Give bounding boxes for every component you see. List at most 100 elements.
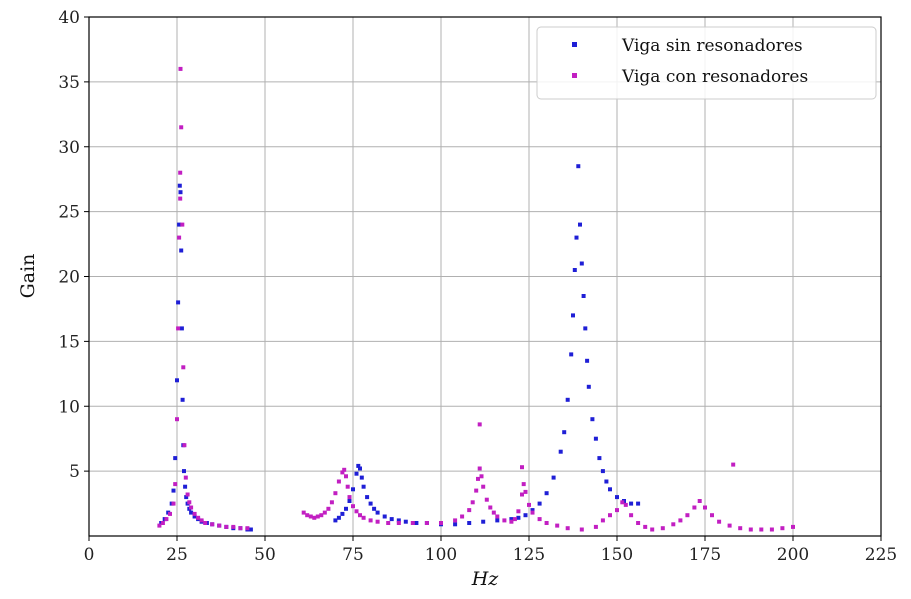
data-point: [569, 352, 574, 357]
data-point: [516, 515, 521, 520]
data-point: [520, 465, 524, 470]
x-tick-label: 175: [689, 545, 721, 565]
data-point: [173, 456, 178, 461]
data-point: [636, 501, 641, 506]
data-point: [585, 358, 590, 363]
legend-label-viga-sin-resonadores: Viga sin resonadores: [621, 36, 803, 56]
data-point: [326, 506, 331, 511]
data-point: [179, 326, 184, 331]
data-point: [759, 527, 764, 532]
y-tick-label: 10: [58, 397, 80, 417]
data-point: [544, 521, 549, 525]
data-point: [358, 466, 362, 471]
x-tick-label: 150: [601, 545, 633, 565]
data-point: [333, 518, 338, 523]
data-point: [615, 508, 619, 513]
data-point: [484, 497, 489, 502]
data-point: [336, 515, 341, 520]
data-point: [558, 449, 563, 454]
data-point: [354, 471, 359, 476]
data-point: [597, 456, 602, 461]
data-point: [189, 505, 194, 510]
data-point: [308, 514, 313, 519]
data-point: [175, 378, 179, 383]
data-point: [620, 500, 625, 505]
data-point: [171, 488, 176, 493]
data-point: [608, 513, 612, 518]
data-point: [660, 526, 665, 531]
data-point: [562, 430, 567, 435]
data-point: [180, 222, 185, 227]
data-point: [217, 523, 222, 528]
data-point: [574, 235, 579, 240]
data-point: [671, 522, 676, 527]
series-layer: [157, 66, 795, 532]
data-point: [396, 521, 401, 525]
data-point: [192, 511, 197, 516]
data-point: [565, 526, 570, 531]
data-point: [359, 475, 364, 480]
data-point: [173, 482, 178, 487]
data-point: [301, 510, 306, 515]
data-point: [604, 479, 609, 484]
data-point: [643, 524, 648, 529]
data-point: [600, 518, 605, 523]
data-point: [629, 513, 634, 518]
data-point: [183, 475, 188, 480]
data-point: [727, 523, 732, 528]
data-point: [414, 521, 419, 525]
data-point: [224, 524, 229, 529]
data-point: [453, 522, 458, 527]
y-tick-label: 15: [58, 332, 80, 352]
data-point: [336, 479, 341, 484]
data-point: [544, 491, 549, 496]
data-point: [192, 514, 197, 519]
y-tick-label: 30: [58, 138, 80, 158]
data-point: [537, 501, 542, 506]
data-point: [527, 502, 531, 507]
data-point: [351, 487, 355, 492]
data-point: [347, 495, 352, 500]
data-point: [738, 526, 743, 531]
data-point: [182, 469, 186, 474]
data-point: [509, 517, 514, 522]
x-tick-label: 25: [166, 545, 188, 565]
data-point: [571, 313, 575, 318]
data-point: [495, 514, 500, 519]
data-point: [177, 235, 182, 240]
x-tick-label: 0: [84, 545, 95, 565]
x-tick-label: 200: [777, 545, 809, 565]
x-tick-label: 75: [342, 545, 364, 565]
data-point: [470, 500, 475, 505]
data-point: [678, 518, 683, 523]
data-point: [176, 300, 181, 305]
data-point: [199, 518, 204, 523]
data-point: [175, 417, 179, 422]
data-point: [608, 487, 612, 492]
data-point: [650, 527, 655, 532]
data-point: [361, 484, 366, 489]
data-point: [629, 501, 634, 506]
data-point: [382, 514, 387, 519]
data-point: [372, 506, 377, 511]
data-point: [177, 222, 182, 227]
data-point: [178, 170, 183, 175]
data-point: [523, 489, 528, 494]
data-point: [481, 519, 486, 524]
data-point: [344, 474, 348, 479]
data-point: [210, 522, 215, 527]
data-point: [590, 417, 595, 422]
data-point: [576, 164, 581, 169]
data-point: [748, 527, 753, 532]
y-axis-title: Gain: [17, 254, 39, 299]
data-point: [586, 384, 591, 389]
data-point: [184, 495, 189, 500]
data-point: [312, 515, 317, 520]
data-point: [248, 527, 253, 532]
data-point: [476, 476, 480, 481]
data-point: [488, 505, 493, 510]
data-point: [347, 499, 352, 503]
data-point: [537, 517, 542, 522]
data-point: [555, 523, 560, 528]
x-tick-label: 50: [254, 545, 276, 565]
